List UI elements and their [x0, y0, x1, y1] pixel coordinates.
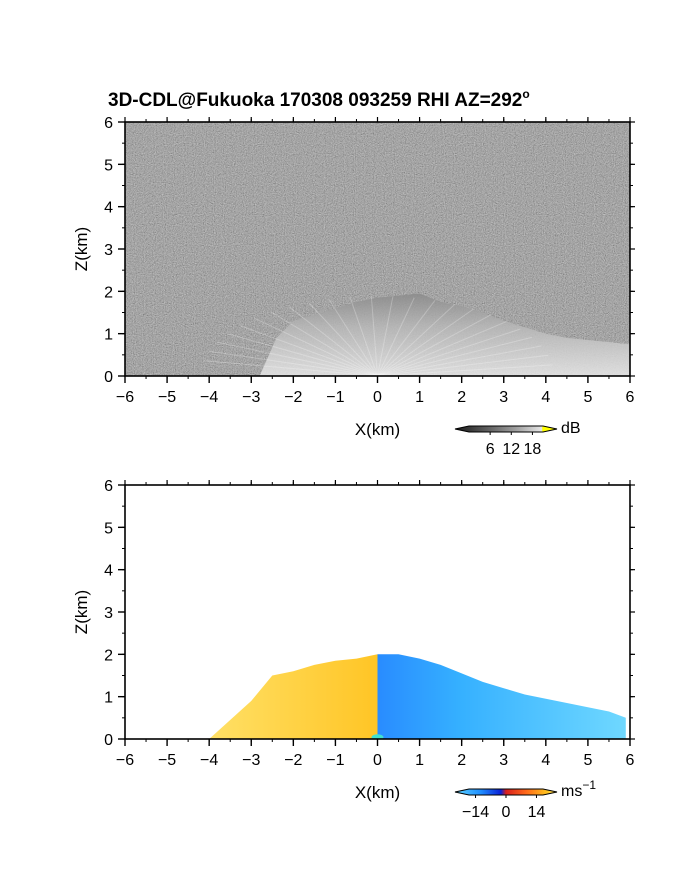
- x-tick-label: 6: [626, 752, 635, 769]
- x-axis-label: X(km): [355, 783, 400, 802]
- x-tick-label: 1: [415, 752, 424, 769]
- x-tick-label: −5: [158, 752, 176, 769]
- x-axis-label: X(km): [355, 420, 400, 439]
- colorbar-tick-label: 18: [524, 441, 542, 458]
- y-tick-label: 6: [104, 115, 113, 132]
- x-tick-label: −3: [242, 389, 260, 406]
- x-tick-label: 2: [457, 389, 466, 406]
- echo-layer: [203, 293, 630, 376]
- x-tick-label: −3: [242, 752, 260, 769]
- x-tick-label: 0: [373, 752, 382, 769]
- x-tick-label: 4: [541, 752, 550, 769]
- y-tick-label: 0: [104, 732, 113, 749]
- colorbar: [454, 788, 558, 796]
- y-tick-label: 5: [104, 520, 113, 537]
- velocity-panel: −6 −5 −4 −3 −2 −1 0 1 2 3 4 5 6 0 1 2 3 4 5 6 X(km) Z(km) −14 0…: [72, 478, 635, 821]
- y-tick-label: 3: [104, 605, 113, 622]
- x-tick-label: −2: [284, 389, 302, 406]
- y-tick-label: 4: [104, 200, 113, 217]
- x-tick-label: −5: [158, 389, 176, 406]
- x-tick-label: 6: [626, 389, 635, 406]
- y-tick-label: 3: [104, 242, 113, 259]
- chart-title: 3D-CDL@Fukuoka 170308 093259 RHI AZ=292o: [108, 87, 530, 111]
- y-tick-label: 0: [104, 369, 113, 386]
- x-tick-label: 4: [541, 389, 550, 406]
- x-tick-label: 2: [457, 752, 466, 769]
- colorbar-tick-label: 6: [486, 441, 495, 458]
- y-tick-label: 1: [104, 690, 113, 707]
- y-tick-label: 2: [104, 284, 113, 301]
- x-tick-label: −4: [200, 752, 218, 769]
- y-axis-label: Z(km): [72, 227, 91, 271]
- colorbar-tick-label: 12: [502, 441, 520, 458]
- y-tick-label: 6: [104, 478, 113, 495]
- colorbar-tick-label: −14: [462, 804, 489, 821]
- y-tick-label: 5: [104, 157, 113, 174]
- x-tick-label: −6: [116, 389, 134, 406]
- velocity-approaching: [377, 654, 626, 739]
- x-tick-label: 3: [499, 389, 508, 406]
- colorbar-tick-label: 14: [528, 804, 546, 821]
- x-tick-label: −2: [284, 752, 302, 769]
- x-tick-label: 3: [499, 752, 508, 769]
- x-tick-label: −6: [116, 752, 134, 769]
- y-tick-label: 4: [104, 563, 113, 580]
- strong-echo: [259, 293, 630, 376]
- echo-layer: [209, 654, 626, 739]
- y-tick-label: 1: [104, 327, 113, 344]
- x-tick-label: 1: [415, 389, 424, 406]
- colorbar: [454, 425, 558, 433]
- y-axis-label: Z(km): [72, 590, 91, 634]
- x-tick-label: −4: [200, 389, 218, 406]
- x-tick-label: −1: [326, 389, 344, 406]
- colorbar-unit: ms−1: [561, 778, 596, 800]
- colorbar-unit-exponent: −1: [582, 778, 596, 792]
- velocity-receding: [209, 654, 378, 739]
- x-tick-label: 5: [583, 389, 592, 406]
- x-tick-label: 0: [373, 389, 382, 406]
- x-tick-label: −1: [326, 752, 344, 769]
- colorbar-tick-label: 0: [502, 804, 511, 821]
- colorbar-unit: dB: [561, 420, 581, 437]
- origin-marker: [371, 734, 384, 739]
- y-tick-label: 2: [104, 647, 113, 664]
- x-tick-label: 5: [583, 752, 592, 769]
